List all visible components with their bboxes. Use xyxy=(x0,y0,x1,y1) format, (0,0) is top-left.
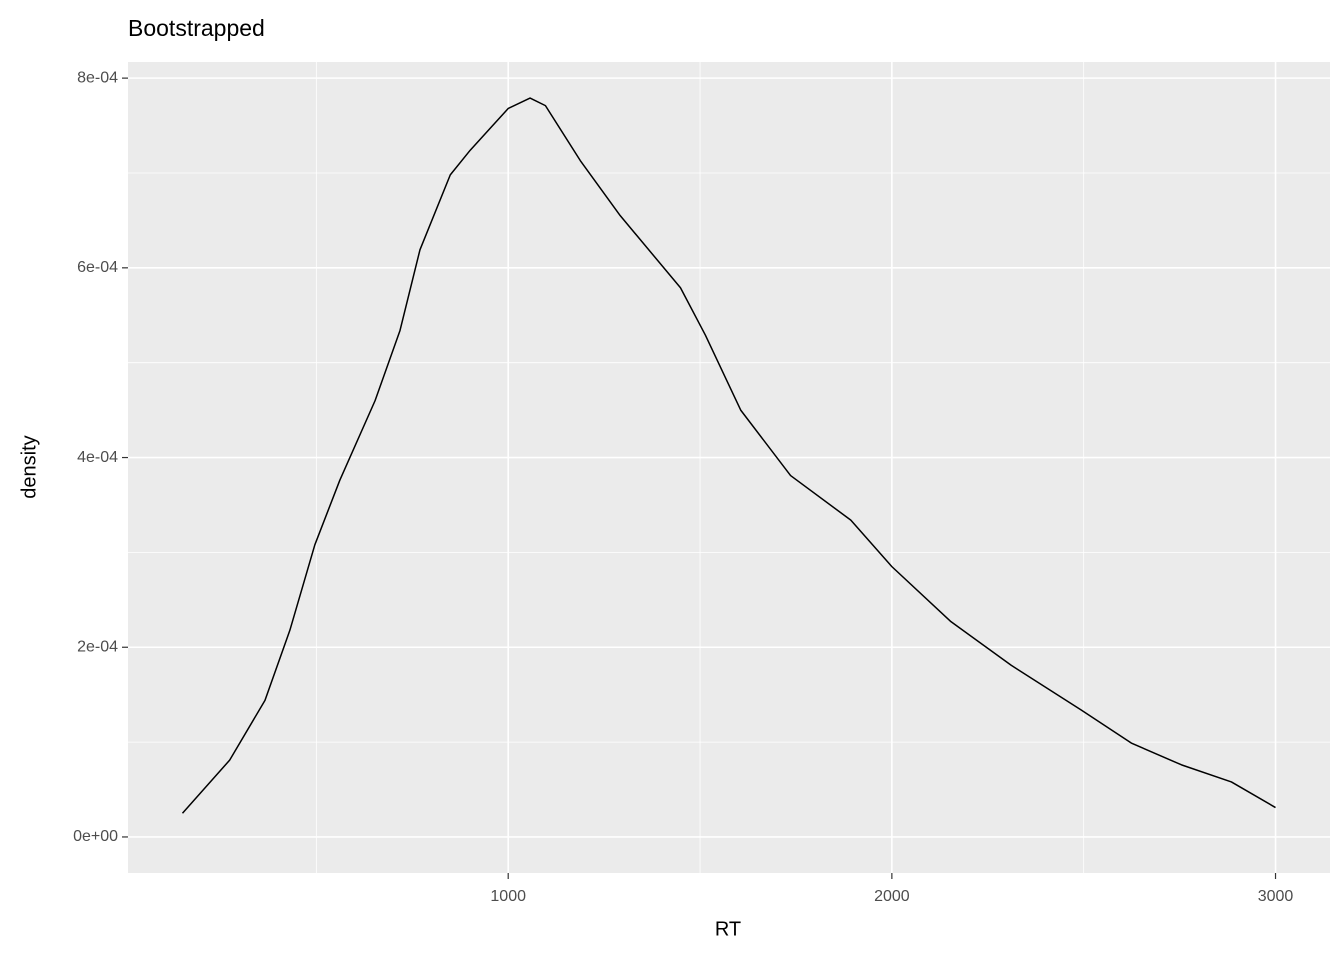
y-axis-label: density xyxy=(18,435,40,498)
y-tick-label: 6e-04 xyxy=(77,259,118,276)
x-axis-label: RT xyxy=(715,918,741,940)
x-tick-label: 3000 xyxy=(1258,888,1294,905)
y-tick-label: 8e-04 xyxy=(77,69,118,86)
panel xyxy=(128,62,1330,873)
y-tick-label: 4e-04 xyxy=(77,449,118,466)
x-tick-label: 2000 xyxy=(874,888,910,905)
y-tick-label: 2e-04 xyxy=(77,638,118,655)
y-tick-label: 0e+00 xyxy=(73,828,118,845)
x-tick-label: 1000 xyxy=(490,888,526,905)
density-line xyxy=(181,97,1276,814)
chart-title: Bootstrapped xyxy=(128,15,265,41)
